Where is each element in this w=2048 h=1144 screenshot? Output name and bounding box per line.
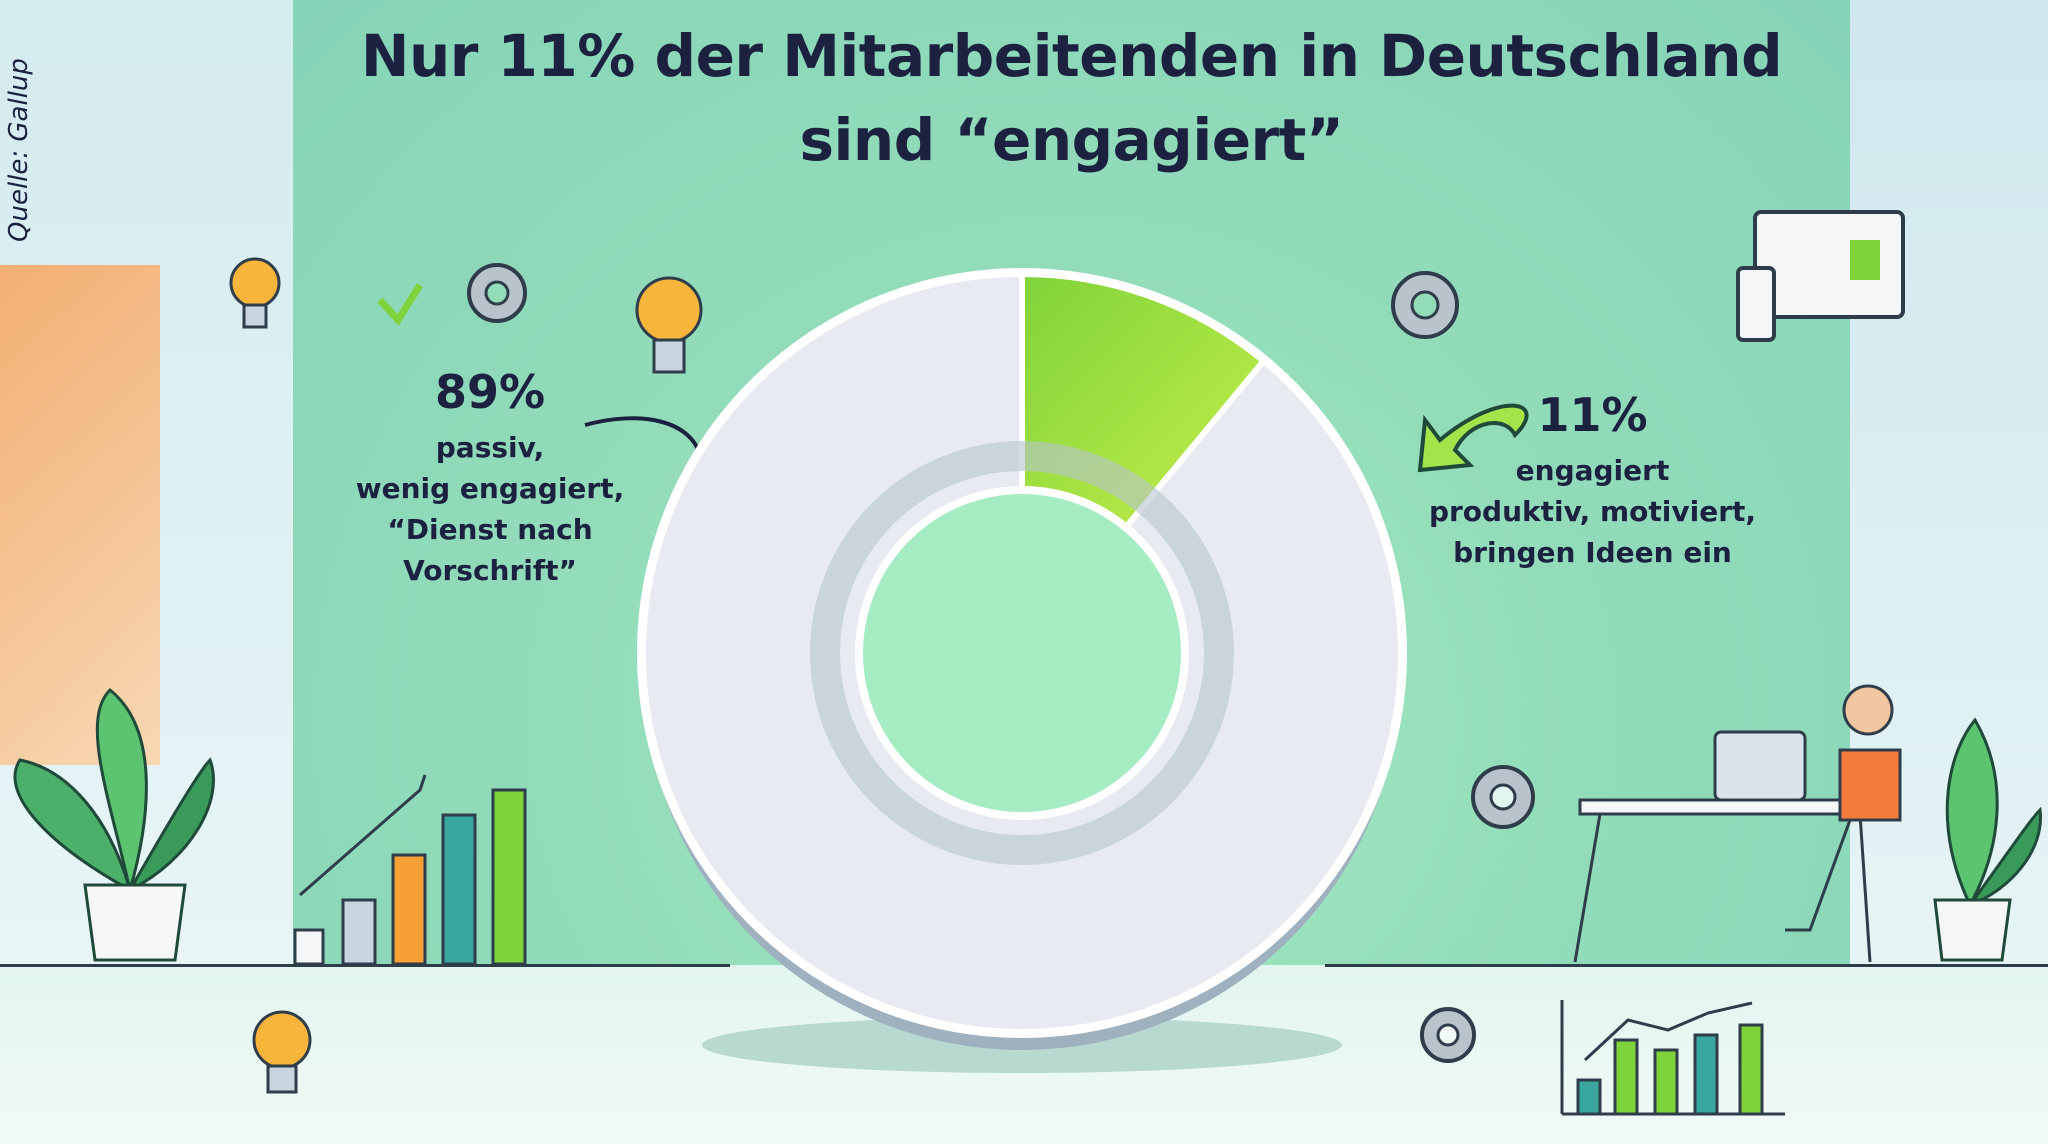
- engaged-desc-line: produktiv, motiviert,: [1428, 495, 1757, 528]
- lightbulb-icon: [229, 257, 281, 329]
- floor-line: [1325, 964, 2048, 967]
- page-title-line1: Nur 11% der Mitarbeitenden in Deutschlan…: [360, 22, 1783, 90]
- source-label: Quelle: Gallup: [4, 58, 34, 242]
- pointer-line: [584, 416, 702, 456]
- plant-icon: [13, 687, 215, 962]
- checkmark-icon: [377, 283, 423, 326]
- gear-icon: [1471, 765, 1535, 829]
- gear-icon: [1420, 1007, 1476, 1063]
- monitor-icon: [1736, 210, 1905, 342]
- page-title-line2: sind “engagiert”: [799, 106, 1345, 174]
- engaged-stat: 11% engagiert produktiv, motiviert, brin…: [1420, 388, 1765, 573]
- lightbulb-icon: [252, 1010, 312, 1094]
- bar-chart-icon: [293, 774, 527, 966]
- engaged-percent: 11%: [1537, 388, 1648, 442]
- passive-percent: 89%: [434, 365, 546, 419]
- passive-stat: 89% passiv, wenig engagiert, “Dienst nac…: [330, 365, 650, 591]
- donut-hole: [855, 486, 1189, 820]
- donut-chart: [637, 268, 1407, 1050]
- desk-worker-illustration: [1573, 684, 1902, 963]
- lightbulb-icon: [635, 276, 703, 374]
- gear-icon: [1391, 271, 1459, 339]
- plant-icon: [1933, 717, 2042, 962]
- window-decoration: [0, 265, 160, 765]
- donut-inner-ring: [810, 441, 1234, 865]
- passive-desc-line: passiv,: [435, 431, 545, 464]
- engaged-desc-line: bringen Ideen ein: [1453, 536, 1732, 569]
- gear-icon: [467, 263, 527, 323]
- passive-desc-line: wenig engagiert,: [355, 472, 625, 505]
- line-chart-icon: [1560, 1000, 1785, 1116]
- passive-desc-line: “Dienst nach: [387, 513, 593, 546]
- engaged-desc-line: engagiert: [1515, 454, 1670, 487]
- passive-desc-line: Vorschrift”: [403, 554, 577, 587]
- arrow-icon: [1417, 403, 1529, 473]
